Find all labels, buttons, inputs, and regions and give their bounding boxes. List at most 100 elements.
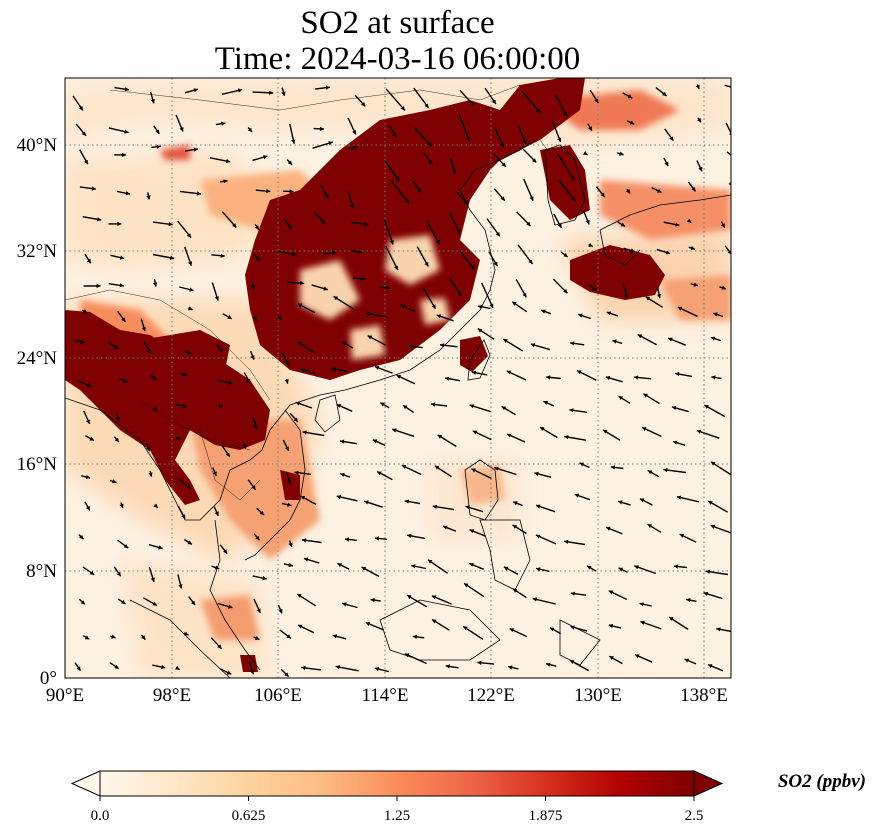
wind-arrow-shaft bbox=[413, 87, 430, 109]
wind-arrow-head bbox=[639, 602, 644, 607]
wind-arrow-head bbox=[324, 193, 329, 199]
wind-arrow-head bbox=[506, 370, 512, 375]
wind-arrow-head bbox=[221, 121, 226, 126]
wind-arrow-head bbox=[158, 545, 163, 550]
wind-arrow-shaft bbox=[517, 244, 534, 265]
wind-arrow-head bbox=[618, 396, 624, 401]
wind-arrow-head bbox=[352, 130, 357, 135]
wind-arrow-head bbox=[84, 159, 88, 165]
wind-arrow-head bbox=[494, 466, 499, 471]
wind-arrow-head bbox=[289, 189, 294, 194]
wind-arrow-head bbox=[253, 425, 258, 430]
wind-arrow-head bbox=[432, 619, 437, 624]
wind-arrow-head bbox=[237, 88, 243, 93]
wind-arrow-head bbox=[645, 296, 651, 301]
wind-arrow-shaft bbox=[725, 122, 731, 135]
wind-arrow-head bbox=[720, 223, 725, 228]
wind-arrow-head bbox=[286, 634, 291, 639]
wind-arrow-head bbox=[266, 188, 271, 194]
wind-arrow-head bbox=[186, 233, 191, 238]
wind-arrow-head bbox=[543, 400, 548, 405]
wind-arrow-head bbox=[124, 129, 129, 134]
wind-arrow-head bbox=[585, 219, 590, 225]
wind-arrow-shaft bbox=[558, 180, 576, 202]
wind-arrow-head bbox=[711, 375, 716, 380]
wind-arrow-head bbox=[297, 341, 302, 346]
wind-arrow-head bbox=[153, 282, 158, 287]
wind-arrow-head bbox=[404, 198, 409, 204]
wind-arrow-head bbox=[284, 446, 289, 451]
wind-arrow-head bbox=[618, 567, 623, 572]
wind-arrow-head bbox=[400, 106, 405, 111]
wind-arrow-head bbox=[630, 248, 635, 253]
wind-arrow-head bbox=[557, 223, 562, 228]
wind-arrow-head bbox=[288, 542, 293, 547]
wind-arrow-head bbox=[84, 635, 90, 640]
wind-arrow-shaft bbox=[385, 88, 406, 111]
wind-arrow-shaft bbox=[532, 597, 556, 605]
wind-arrow-head bbox=[112, 479, 117, 484]
wind-arrow-head bbox=[564, 539, 569, 544]
wind-arrow-head bbox=[123, 544, 129, 549]
wind-arrow-head bbox=[323, 286, 328, 291]
wind-arrow-head bbox=[539, 427, 545, 431]
wind-arrow-head bbox=[625, 188, 631, 194]
wind-arrow-head bbox=[578, 313, 583, 318]
wind-arrow-head bbox=[212, 471, 217, 476]
wind-arrow-head bbox=[119, 503, 124, 508]
wind-arrow-head bbox=[469, 562, 474, 567]
wind-arrow-head bbox=[336, 494, 341, 500]
wind-arrow-head bbox=[710, 524, 716, 529]
wind-arrow-shaft bbox=[521, 91, 542, 114]
wind-arrow-head bbox=[503, 566, 509, 571]
wind-arrow-head bbox=[353, 145, 358, 150]
wind-arrow-head bbox=[218, 347, 223, 352]
wind-arrow-head bbox=[536, 534, 541, 539]
wind-arrow-head bbox=[81, 131, 86, 136]
wind-arrow-head bbox=[703, 591, 708, 596]
x-tick-label: 98°E bbox=[153, 685, 191, 706]
wind-arrow-head bbox=[577, 370, 582, 375]
wind-arrow-head bbox=[466, 136, 471, 142]
wind-arrow-head bbox=[708, 664, 713, 669]
wind-vectors bbox=[72, 84, 731, 678]
wind-arrow-head bbox=[361, 102, 366, 107]
wind-arrow-head bbox=[223, 549, 228, 554]
wind-arrow-head bbox=[727, 250, 731, 255]
wind-arrow-head bbox=[570, 341, 575, 346]
wind-arrow-head bbox=[319, 126, 324, 131]
wind-arrow-head bbox=[428, 160, 433, 165]
wind-arrow-head bbox=[713, 312, 718, 317]
wind-arrow-head bbox=[427, 559, 433, 564]
wind-arrow-head bbox=[168, 222, 173, 227]
wind-arrow-shaft bbox=[390, 180, 410, 204]
wind-arrow-shaft bbox=[404, 653, 427, 665]
wind-arrow-head bbox=[698, 166, 703, 172]
wind-arrow-head bbox=[301, 665, 306, 670]
wind-arrow-head bbox=[196, 191, 201, 196]
so2-field bbox=[65, 78, 731, 678]
wind-arrow-head bbox=[97, 217, 102, 222]
wind-arrow-head bbox=[141, 326, 146, 332]
map-frame bbox=[64, 77, 732, 679]
colorbar: 0.0 0.625 1.25 1.875 2.5 SO2 (ppbv) bbox=[70, 770, 866, 824]
wind-arrow-head bbox=[178, 584, 183, 589]
wind-arrow-shaft bbox=[413, 127, 433, 147]
wind-arrow-head bbox=[608, 590, 614, 595]
wind-arrow-head bbox=[380, 402, 385, 407]
wind-arrow-head bbox=[121, 317, 126, 322]
wind-arrow-head bbox=[647, 470, 653, 475]
wind-arrow-head bbox=[728, 182, 731, 187]
wind-arrow-head bbox=[627, 94, 633, 99]
wind-arrow-head bbox=[153, 503, 158, 508]
wind-arrow-head bbox=[664, 161, 669, 167]
map-title-line1: SO2 at surface bbox=[300, 5, 495, 41]
wind-arrow-head bbox=[86, 383, 92, 387]
wind-arrow-head bbox=[287, 160, 293, 165]
wind-arrow-head bbox=[427, 141, 432, 147]
wind-arrow-head bbox=[693, 282, 698, 287]
wind-arrow-shaft bbox=[333, 295, 355, 310]
wind-arrow-shaft bbox=[696, 429, 720, 439]
wind-arrow-head bbox=[407, 533, 412, 538]
wind-arrow-head bbox=[536, 504, 541, 509]
